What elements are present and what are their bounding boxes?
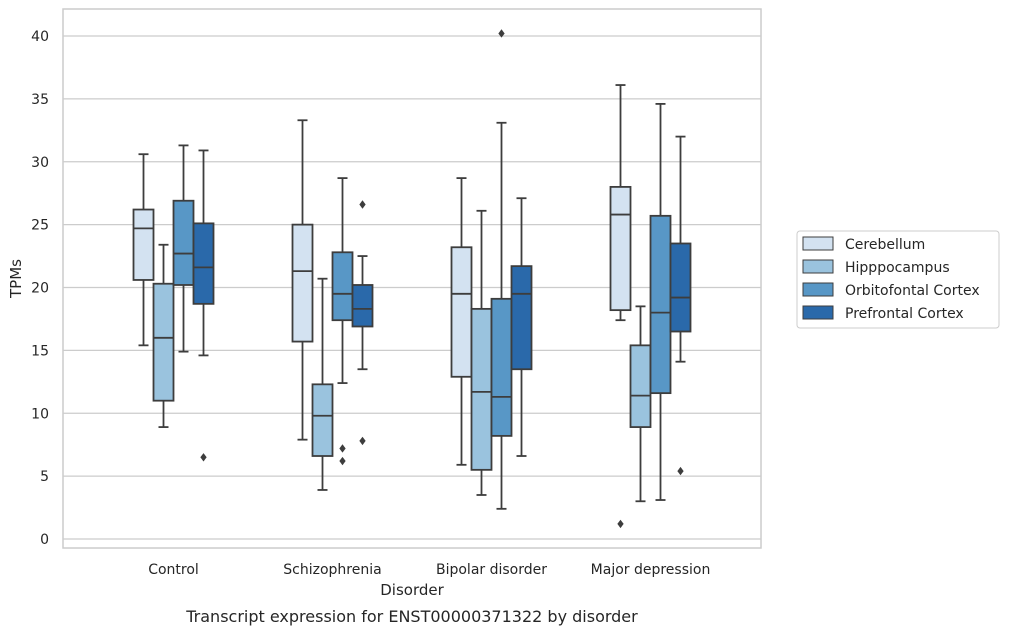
- iqr-box: [192, 222, 215, 305]
- series-2: [172, 29, 672, 510]
- outlier-point: [498, 29, 505, 38]
- legend-label-1: Hipppocampus: [845, 260, 950, 276]
- legend-frame: [796, 230, 1000, 329]
- iqr-box: [450, 246, 473, 378]
- x-tick-label-2: Bipolar disorder: [436, 562, 547, 578]
- y-tick-label-35: 35: [31, 92, 49, 108]
- box-0-2: [450, 177, 473, 466]
- outlier-point: [617, 519, 624, 529]
- legend-swatch-1: [802, 259, 834, 274]
- iqr-box: [510, 265, 533, 371]
- box-2-2: [490, 29, 513, 510]
- series-1: [152, 209, 652, 503]
- x-tick-label-0: Control: [148, 562, 199, 578]
- iqr-box: [669, 242, 692, 333]
- iqr-box: [291, 223, 314, 343]
- x-tick-label-3: Major depression: [591, 562, 711, 578]
- box-2-3: [649, 103, 672, 501]
- outlier-point: [359, 436, 366, 446]
- box-3-2: [510, 197, 533, 457]
- y-tick-label-10: 10: [31, 406, 49, 422]
- legend: Cerebellum Hipppocampus Orbitofontal Corte…: [796, 230, 1000, 329]
- iqr-box: [331, 251, 354, 322]
- iqr-box: [351, 284, 374, 328]
- iqr-box: [609, 185, 632, 312]
- box-3-3: [669, 135, 692, 476]
- iqr-box: [649, 214, 672, 395]
- outlier-point: [359, 200, 366, 209]
- iqr-box: [152, 282, 175, 402]
- iqr-box: [470, 307, 493, 471]
- iqr-box: [132, 208, 155, 281]
- outlier-point: [339, 444, 346, 453]
- outlier-point: [339, 456, 346, 466]
- x-axis-ticks: Control Schizophrenia Bipolar disorder Majo…: [148, 562, 710, 578]
- x-axis-title: Disorder: [380, 581, 444, 599]
- chart-caption: Transcript expression for ENST0000037132…: [185, 607, 638, 626]
- series-0: [132, 84, 632, 529]
- y-tick-label-40: 40: [31, 29, 49, 45]
- iqr-box: [311, 383, 334, 457]
- y-tick-label-30: 30: [31, 155, 49, 171]
- legend-swatch-0: [802, 236, 834, 251]
- box-1-0: [152, 243, 175, 428]
- y-axis-ticks: 0 5 10 15 20 25 30 35 40: [31, 29, 49, 548]
- legend-label-0: Cerebellum: [845, 237, 925, 253]
- y-axis-title: TPMs: [7, 259, 25, 299]
- box-1-3: [629, 305, 652, 503]
- box-2-0: [172, 144, 195, 353]
- legend-swatch-3: [802, 305, 834, 320]
- box-3-1: [351, 200, 374, 446]
- legend-label-3: Prefrontal Cortex: [845, 306, 964, 322]
- y-tick-label-5: 5: [40, 469, 49, 485]
- legend-label-2: Orbitofontal Cortex: [845, 283, 980, 299]
- y-tick-label-25: 25: [31, 218, 49, 234]
- outlier-point: [677, 466, 684, 476]
- box-1-1: [311, 277, 334, 491]
- y-tick-label-0: 0: [40, 532, 49, 548]
- box-1-2: [470, 209, 493, 496]
- box-0-1: [291, 119, 314, 441]
- box-3-0: [192, 149, 215, 462]
- box-2-1: [331, 177, 354, 466]
- iqr-box: [629, 344, 652, 428]
- iqr-box: [490, 297, 513, 437]
- iqr-box: [172, 199, 195, 286]
- outlier-point: [200, 453, 207, 462]
- y-tick-label-20: 20: [31, 281, 49, 297]
- box-plot-series: [132, 29, 692, 529]
- series-3: [192, 135, 692, 476]
- box-0-3: [609, 84, 632, 529]
- y-tick-label-15: 15: [31, 343, 49, 359]
- box-0-0: [132, 153, 155, 347]
- plot-frame: [62, 8, 762, 549]
- x-tick-label-1: Schizophrenia: [283, 562, 381, 578]
- legend-swatch-2: [802, 282, 834, 297]
